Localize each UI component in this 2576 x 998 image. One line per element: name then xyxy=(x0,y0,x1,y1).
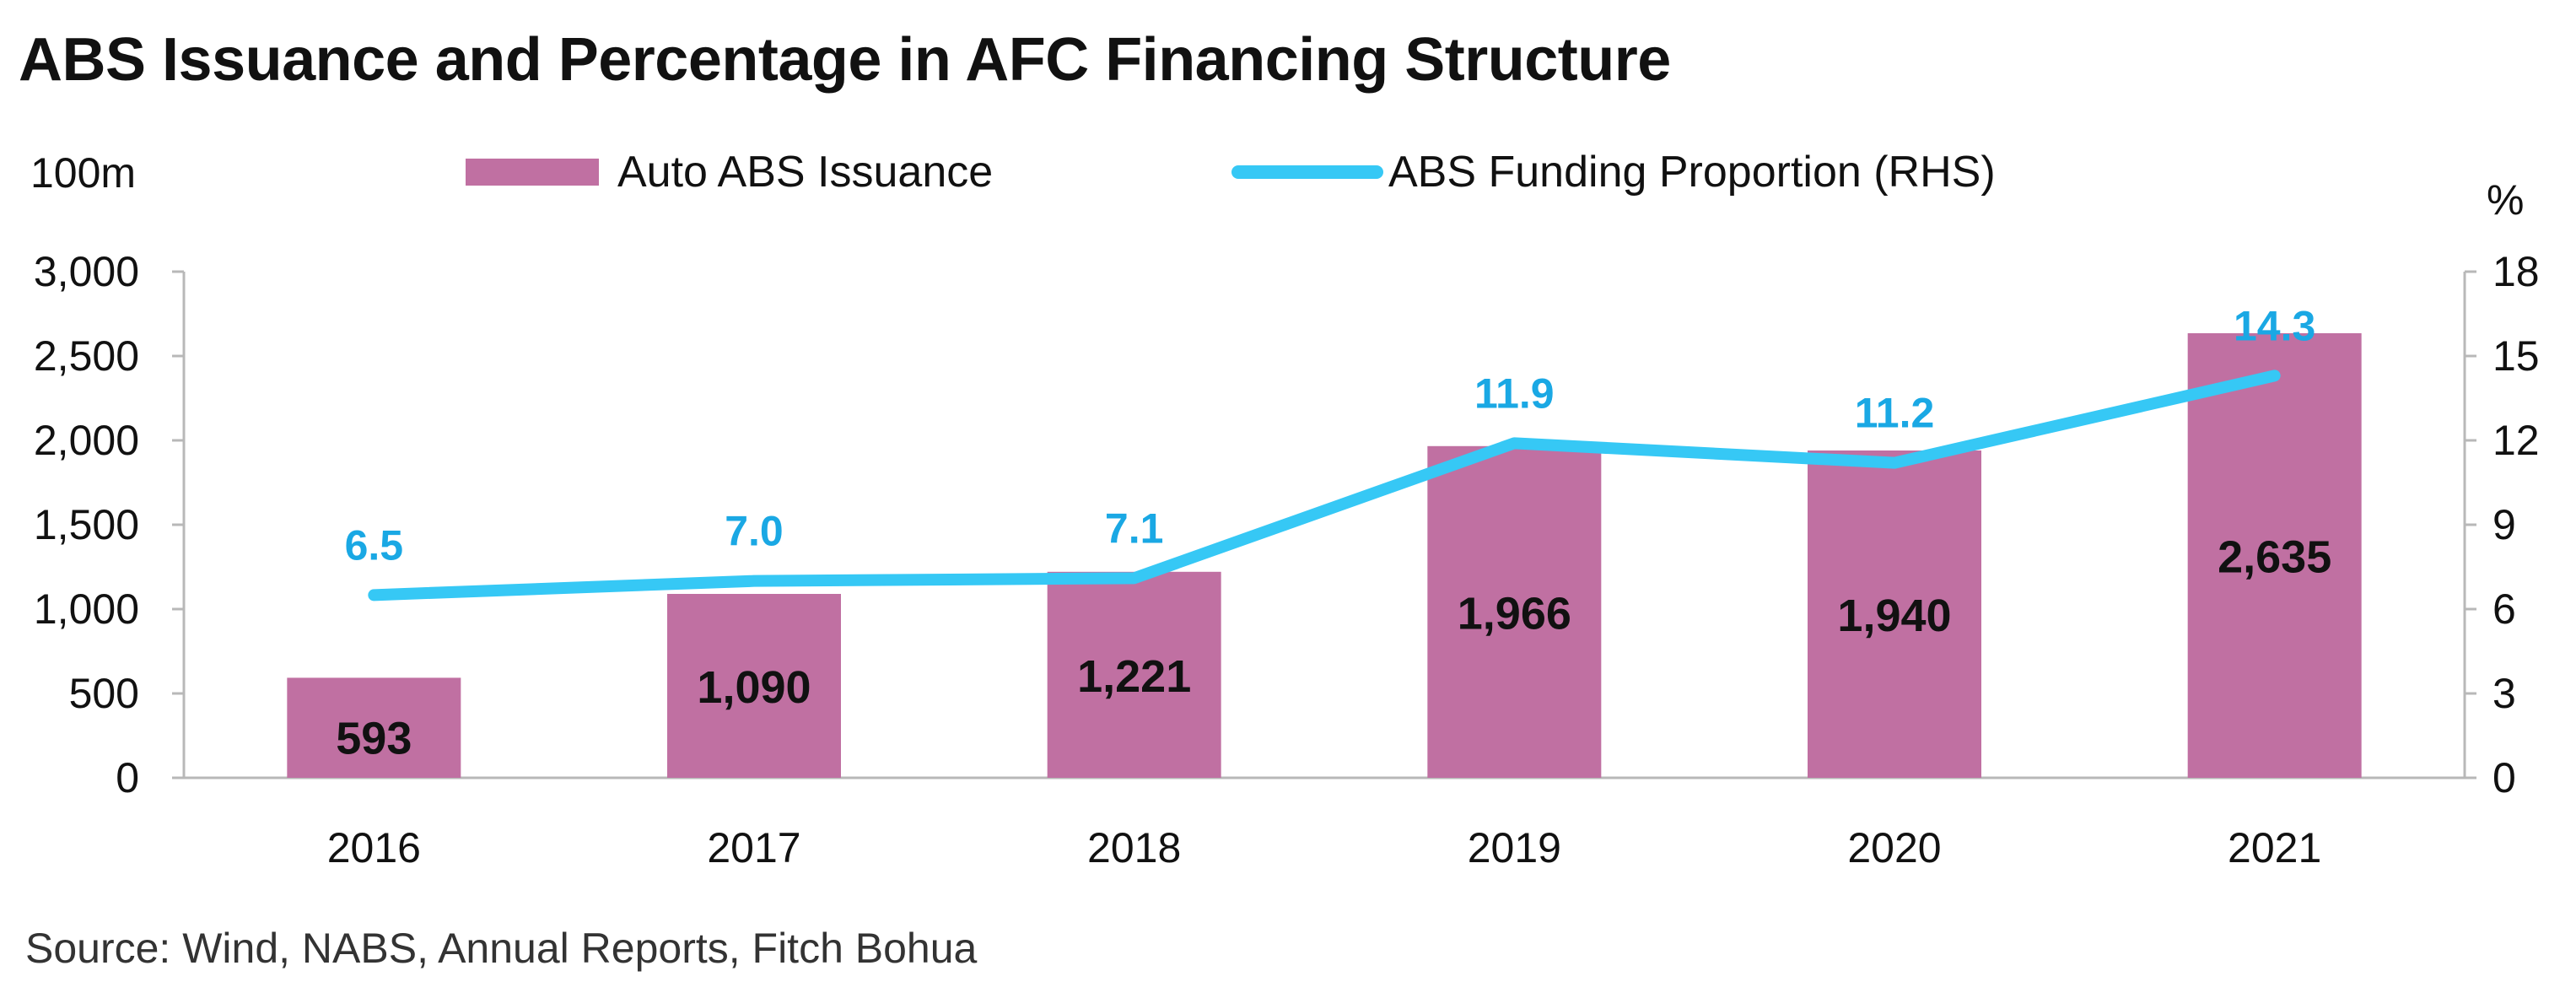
line-point xyxy=(2273,375,2276,377)
right-axis-unit: % xyxy=(2487,176,2525,224)
right-axis-tick-label: 6 xyxy=(2492,585,2516,633)
right-axis-tick-label: 18 xyxy=(2492,248,2540,295)
chart-title: ABS Issuance and Percentage in AFC Finan… xyxy=(19,26,1671,94)
line-data-label: 7.1 xyxy=(1105,504,1164,552)
legend-bar-swatch xyxy=(466,159,599,186)
line-point xyxy=(1133,577,1135,580)
line-point xyxy=(753,580,755,582)
left-axis-tick-label: 1,000 xyxy=(34,585,139,633)
source-note: Source: Wind, NABS, Annual Reports, Fitc… xyxy=(25,925,978,972)
right-axis-tick-label: 12 xyxy=(2492,417,2540,464)
x-axis-tick-label: 2019 xyxy=(1468,824,1561,871)
right-axis-tick-label: 0 xyxy=(2492,754,2516,801)
x-axis-tick-label: 2017 xyxy=(707,824,800,871)
left-axis-tick-label: 1,500 xyxy=(34,501,139,548)
left-axis-tick-label: 500 xyxy=(69,670,139,717)
bar-data-label: 1,090 xyxy=(697,662,811,713)
legend-bar-label: Auto ABS Issuance xyxy=(617,148,994,197)
left-axis-unit: 100m xyxy=(30,149,137,197)
left-axis-tick-label: 2,500 xyxy=(34,332,139,380)
line-point xyxy=(1513,442,1516,445)
legend-item-bar: Auto ABS Issuance xyxy=(466,145,993,199)
line-data-label: 11.9 xyxy=(1474,370,1555,417)
right-axis-tick-label: 3 xyxy=(2492,670,2516,717)
legend-item-line: ABS Funding Proportion (RHS) xyxy=(1231,145,1996,199)
line-data-label: 7.0 xyxy=(725,508,784,555)
bar xyxy=(1047,571,1221,778)
x-axis-tick-label: 2020 xyxy=(1847,824,1941,871)
right-axis-tick-label: 15 xyxy=(2492,332,2540,380)
x-axis-tick-label: 2016 xyxy=(327,824,421,871)
bar-data-label: 1,940 xyxy=(1837,591,1951,641)
bar-data-label: 1,221 xyxy=(1077,651,1191,702)
bar xyxy=(667,594,841,778)
line-data-label: 6.5 xyxy=(345,521,404,569)
legend-line-swatch xyxy=(1231,165,1383,179)
x-axis-tick-label: 2021 xyxy=(2228,824,2321,871)
left-axis-tick-label: 2,000 xyxy=(34,417,139,464)
bar xyxy=(1808,450,1981,778)
legend-line-label: ABS Funding Proportion (RHS) xyxy=(1388,148,1996,197)
left-axis-tick-label: 0 xyxy=(116,754,139,801)
x-axis-tick-label: 2018 xyxy=(1087,824,1181,871)
bar-data-label: 1,966 xyxy=(1458,588,1571,639)
line-point xyxy=(373,594,375,596)
line-data-label: 14.3 xyxy=(2234,302,2315,349)
bar-data-label: 593 xyxy=(336,713,412,763)
line-point xyxy=(1894,461,1895,464)
bar xyxy=(1427,445,1602,778)
bar-data-label: 2,635 xyxy=(2218,532,2331,583)
bar xyxy=(2187,333,2362,778)
line-series xyxy=(368,370,2281,601)
bar xyxy=(287,677,461,778)
left-axis-tick-label: 3,000 xyxy=(34,248,139,295)
line-data-label: 11.2 xyxy=(1855,390,1935,437)
right-axis-tick-label: 9 xyxy=(2492,501,2516,548)
